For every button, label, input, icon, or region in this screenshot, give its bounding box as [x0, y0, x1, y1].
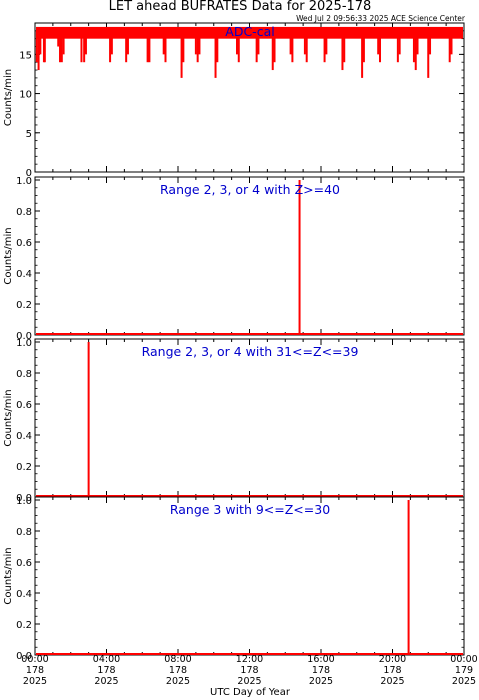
x-tick-time: 20:00: [379, 654, 406, 665]
y-tick-label: 0.2: [16, 462, 32, 473]
x-tick-time: 00:00: [450, 654, 477, 665]
x-tick-time: 08:00: [164, 654, 191, 665]
y-tick-label: 1.0: [16, 176, 32, 187]
y-tick-label: 0.2: [16, 300, 32, 311]
panel-title: Range 2, 3, or 4 with Z>=40: [160, 182, 340, 197]
y-axis-label: Counts/min: [3, 227, 14, 284]
x-tick-year: 2025: [94, 676, 118, 687]
y-tick-label: 0.6: [16, 400, 32, 411]
x-tick-day: 178: [240, 665, 258, 676]
y-axis-label: Counts/min: [3, 69, 14, 126]
x-tick-year: 2025: [237, 676, 261, 687]
y-tick-label: 0.8: [16, 369, 32, 380]
y-tick-label: 0.2: [16, 620, 32, 631]
plot-frame: [34, 338, 465, 498]
plot-frame: [34, 496, 465, 656]
y-tick-label: 0.6: [16, 238, 32, 249]
y-tick-label: 0.8: [16, 207, 32, 218]
y-tick-label: 1.0: [16, 496, 32, 507]
y-tick-label: 5: [26, 129, 32, 140]
x-tick-day: 178: [26, 665, 44, 676]
y-tick-label: 0.6: [16, 558, 32, 569]
panel-4: 0.0 0.2 0.4 0.6 0.8 1.0 Counts/min Range 3 with…: [3, 496, 465, 662]
x-tick-time: 04:00: [93, 654, 120, 665]
panel-2: 0.0 0.2 0.4 0.6 0.8 1.0 Counts/min Range 2, 3, …: [3, 176, 465, 342]
panel-title: Range 3 with 9<=Z<=30: [170, 502, 330, 517]
x-tick-year: 2025: [452, 676, 476, 687]
y-tick-label: 0.4: [16, 431, 32, 442]
panel-title: Range 2, 3, or 4 with 31<=Z<=39: [142, 344, 359, 359]
x-tick-day: 178: [383, 665, 401, 676]
x-tick-time: 12:00: [236, 654, 263, 665]
x-tick-year: 2025: [309, 676, 333, 687]
y-tick-label: 0.0: [16, 651, 32, 662]
figure-title: LET ahead BUFRATES Data for 2025-178: [109, 0, 372, 14]
panel-3: 0.0 0.2 0.4 0.6 0.8 1.0 Counts/min Range 2, 3, …: [3, 338, 465, 504]
y-tick-label: 10: [19, 90, 32, 101]
y-axis-label: Counts/min: [3, 389, 14, 446]
x-axis-label: UTC Day of Year: [210, 687, 291, 698]
x-tick-time: 00:00: [21, 654, 48, 665]
y-tick-label: 0.4: [16, 269, 32, 280]
plot-frame: [34, 176, 465, 336]
x-tick-day: 178: [97, 665, 115, 676]
y-tick-label: 0.0: [16, 493, 32, 504]
panel-1: 0 5 10 15 Counts/min ADC-cal: [3, 22, 465, 179]
y-tick-label: 0: [26, 168, 32, 179]
panel-title: ADC-cal: [225, 24, 274, 39]
y-axis-label: Counts/min: [3, 547, 14, 604]
y-tick-label: 1.0: [16, 338, 32, 349]
x-tick-day: 179: [455, 665, 473, 676]
x-tick-year: 2025: [380, 676, 404, 687]
x-axis: 00:00178202504:00178202508:00178202512:0…: [21, 654, 477, 687]
x-tick-day: 178: [169, 665, 187, 676]
data-band: [36, 26, 463, 39]
x-tick-year: 2025: [23, 676, 47, 687]
y-tick-label: 0.8: [16, 527, 32, 538]
x-tick-time: 16:00: [307, 654, 334, 665]
x-tick-day: 178: [312, 665, 330, 676]
timestamp-label: Wed Jul 2 09:56:33 2025 ACE Science Cent…: [296, 14, 466, 23]
y-tick-label: 0.4: [16, 589, 32, 600]
y-tick-label: 0.0: [16, 331, 32, 342]
panels-group: 0 5 10 15 Counts/min ADC-cal 0.0 0.2 0.4 0.6 0.8 1.…: [3, 22, 465, 662]
y-tick-label: 15: [19, 50, 32, 61]
x-tick-year: 2025: [166, 676, 190, 687]
